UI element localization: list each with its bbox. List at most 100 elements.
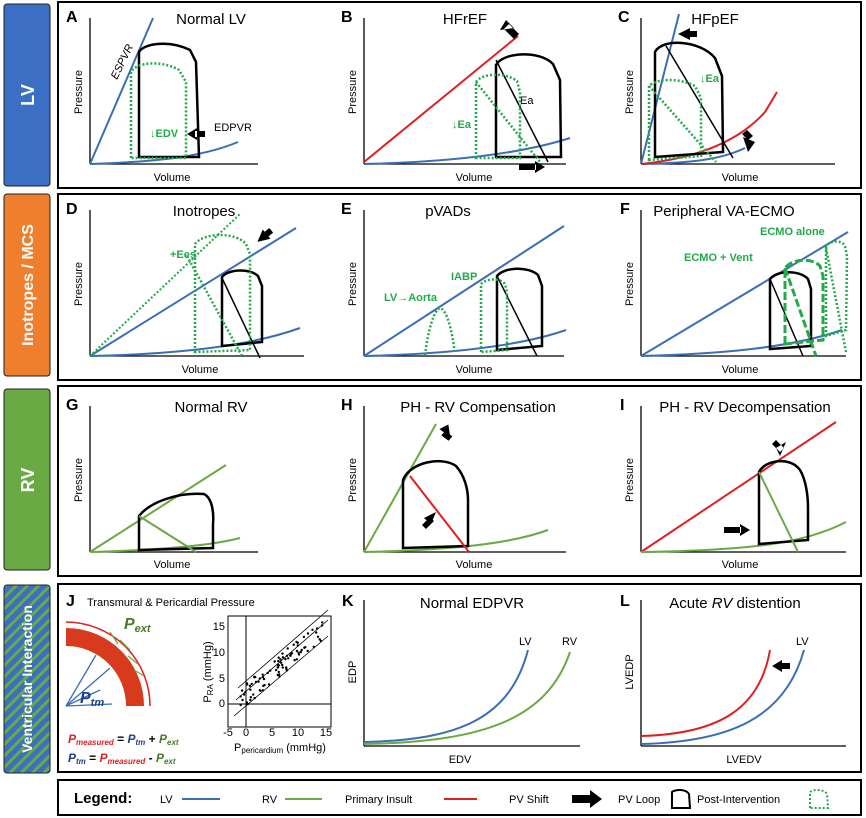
svg-text:EDV: EDV	[449, 754, 472, 766]
svg-text:15: 15	[320, 727, 332, 739]
scatter-point	[242, 693, 246, 696]
svg-text:+Ees: +Ees	[170, 249, 196, 261]
scatter-point	[297, 653, 301, 656]
svg-text:Volume: Volume	[722, 559, 759, 571]
panel-l: L Acute RV distention LVEDP LVEDV LV	[620, 593, 846, 766]
svg-text:Volume: Volume	[182, 364, 219, 376]
svg-text:Volume: Volume	[154, 559, 191, 571]
scatter-point	[306, 649, 309, 653]
svg-text:Primary Insult: Primary Insult	[345, 794, 412, 806]
panel-f: F Peripheral VA-ECMO Pressure Volume ECM…	[620, 201, 849, 376]
svg-text:10: 10	[213, 647, 225, 659]
svg-text:↓Ea: ↓Ea	[700, 73, 720, 85]
svg-text:H: H	[341, 397, 353, 414]
svg-text:LVEDV: LVEDV	[726, 754, 762, 766]
scatter-point	[258, 689, 261, 692]
svg-text:HFpEF: HFpEF	[691, 11, 739, 28]
panel-c: C HFpEF Pressure Volume ↓Ea	[618, 9, 835, 184]
svg-text:Pressure: Pressure	[73, 262, 85, 306]
svg-text:↓Ea: ↓Ea	[452, 119, 472, 131]
svg-text:Pressure: Pressure	[73, 458, 85, 502]
svg-text:B: B	[341, 9, 353, 26]
svg-text:Legend:: Legend:	[74, 790, 132, 807]
scatter-point	[261, 675, 265, 679]
svg-text:PV Loop: PV Loop	[618, 794, 660, 806]
legend-loop-icon	[671, 788, 692, 809]
svg-text:D: D	[66, 201, 78, 218]
svg-text:↓EDV: ↓EDV	[150, 128, 179, 140]
svg-text:LV: LV	[519, 636, 532, 648]
svg-text:0: 0	[243, 727, 249, 739]
scatter-point	[312, 645, 315, 648]
legend: Legend: LV RV Primary Insult PV Shift PV…	[74, 788, 830, 809]
scatter-point	[254, 680, 258, 684]
svg-text:RV: RV	[18, 468, 38, 493]
svg-text:ESPVR: ESPVR	[109, 42, 136, 81]
scatter-point	[281, 656, 285, 659]
svg-text:Ptm: Ptm	[80, 690, 104, 709]
panel-i: I PH - RV Decompensation Pressure Volume	[620, 397, 847, 571]
scatter-point	[316, 635, 320, 638]
scatter-point	[286, 647, 289, 650]
svg-text:HFrEF: HFrEF	[443, 11, 487, 28]
scatter-point	[315, 631, 318, 634]
svg-text:Volume: Volume	[722, 364, 759, 376]
svg-text:10: 10	[292, 727, 304, 739]
svg-text:C: C	[618, 9, 630, 26]
svg-text:Pressure: Pressure	[73, 70, 85, 114]
svg-text:5: 5	[219, 673, 225, 685]
scatter-point	[318, 638, 321, 641]
legend-shift-arrow	[572, 790, 602, 808]
svg-text:Normal RV: Normal RV	[174, 399, 247, 416]
scatter-point	[245, 683, 249, 686]
svg-text:J: J	[66, 593, 75, 610]
legend-box	[57, 779, 862, 816]
svg-text:LV: LV	[796, 636, 809, 648]
scatter-point	[287, 657, 290, 660]
svg-text:0: 0	[219, 698, 225, 710]
svg-text:PH - RV Compensation: PH - RV Compensation	[400, 399, 556, 416]
panel-h: H PH - RV Compensation Pressure Volume	[341, 397, 566, 571]
scatter-point	[274, 668, 278, 672]
scatter-point	[284, 658, 287, 661]
scatter-point	[321, 621, 324, 624]
scatter-point	[281, 666, 284, 669]
svg-text:PV Shift: PV Shift	[509, 794, 549, 806]
scatter-point	[253, 696, 256, 700]
scatter-point	[300, 648, 303, 652]
svg-text:ECMO alone: ECMO alone	[760, 226, 825, 238]
svg-text:LV→Aorta: LV→Aorta	[384, 292, 438, 304]
svg-text:EDPVR: EDPVR	[214, 122, 252, 134]
scatter-point	[277, 670, 280, 674]
svg-text:Acute RV distention: Acute RV distention	[669, 595, 801, 612]
scatter-point	[296, 644, 299, 647]
panel-a-title: Normal LV	[176, 11, 246, 28]
scatter-point	[289, 654, 292, 657]
scatter-point	[279, 661, 283, 664]
svg-text:Volume: Volume	[154, 172, 191, 184]
scatter-point	[302, 635, 306, 639]
scatter-point	[261, 689, 265, 692]
scatter-point	[248, 684, 252, 687]
svg-text:LVEDP: LVEDP	[624, 654, 636, 689]
svg-text:LV: LV	[18, 84, 38, 106]
svg-text:RV: RV	[262, 794, 278, 806]
scatter-point	[245, 701, 248, 704]
svg-text:-5: -5	[223, 727, 233, 739]
scatter-point	[262, 684, 265, 688]
svg-text:Pressure: Pressure	[347, 262, 359, 306]
scatter-point	[279, 658, 282, 661]
svg-text:RV: RV	[562, 636, 578, 648]
scatter-point	[266, 671, 269, 675]
scatter-point	[299, 650, 302, 654]
svg-text:E: E	[341, 201, 352, 218]
svg-text:Volume: Volume	[456, 559, 493, 571]
side-label-mcs: Inotropes / MCS	[3, 193, 51, 377]
scatter-point	[240, 689, 244, 692]
side-label-vi: Ventricular Interaction	[3, 584, 51, 774]
scatter-point	[311, 628, 314, 631]
svg-text:Pressure: Pressure	[624, 262, 636, 306]
scatter-point	[262, 677, 266, 681]
svg-text:Volume: Volume	[456, 172, 493, 184]
svg-text:Ventricular Interaction: Ventricular Interaction	[19, 605, 35, 753]
